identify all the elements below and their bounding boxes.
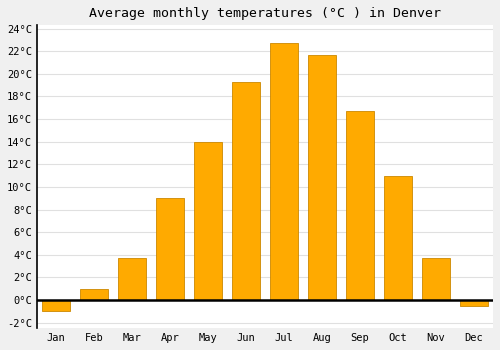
Bar <box>80 289 108 300</box>
Bar <box>308 55 336 300</box>
Bar <box>460 300 488 306</box>
Title: Average monthly temperatures (°C ) in Denver: Average monthly temperatures (°C ) in De… <box>89 7 441 20</box>
Bar <box>270 43 298 300</box>
Bar <box>422 258 450 300</box>
Bar <box>346 111 374 300</box>
Bar <box>384 176 412 300</box>
Bar <box>232 82 260 300</box>
Bar <box>156 198 184 300</box>
Bar <box>118 258 146 300</box>
Bar <box>194 142 222 300</box>
Bar <box>42 300 70 311</box>
